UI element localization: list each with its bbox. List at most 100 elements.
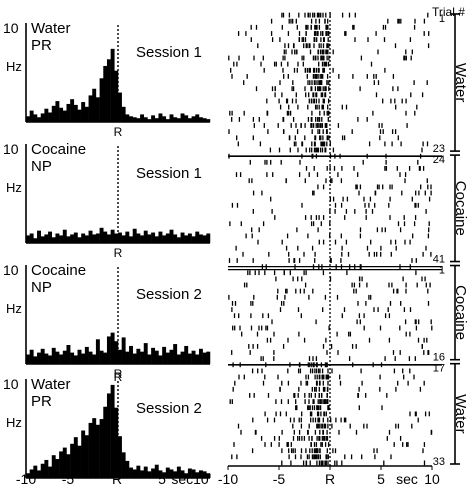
- psth-bar: [187, 233, 192, 243]
- psth-x-tick-label: sec10: [171, 471, 209, 487]
- psth-bar: [140, 470, 145, 478]
- psth-bar: [173, 117, 178, 122]
- psth-bar: [84, 435, 89, 478]
- psth-bar: [48, 355, 53, 364]
- psth-bar: [37, 470, 41, 478]
- psth-reference-label: R: [114, 125, 123, 139]
- psth-bar: [125, 114, 130, 122]
- psth-bar: [173, 471, 178, 478]
- psth-bar: [73, 104, 78, 122]
- psth-bar: [136, 233, 141, 243]
- trial-number-header: Trial #: [432, 5, 465, 19]
- psth-y-tick-label: 10: [3, 20, 19, 36]
- psth-condition-sublabel: NP: [31, 158, 52, 175]
- psth-bar: [180, 232, 185, 243]
- psth-bar: [51, 237, 56, 243]
- psth-bar: [118, 232, 122, 243]
- psth-bar: [129, 467, 133, 478]
- psth-bar: [88, 230, 93, 243]
- psth-bar: [88, 422, 93, 478]
- psth-bar: [66, 236, 71, 243]
- psth-bar: [66, 103, 71, 122]
- psth-bar: [106, 336, 111, 364]
- psth-bar: [118, 349, 122, 364]
- psth-bar: [136, 118, 141, 122]
- psth-bar: [151, 232, 156, 243]
- psth-bar: [169, 229, 174, 243]
- psth-bar: [62, 110, 67, 122]
- psth-bar: [88, 95, 93, 122]
- psth-bar: [29, 110, 34, 122]
- psth-bar: [136, 348, 141, 364]
- psth-bar: [99, 419, 104, 478]
- psth-bar: [48, 112, 53, 122]
- psth-bar: [55, 459, 60, 478]
- group-label: Cocaine: [452, 285, 469, 340]
- psth-bar: [184, 345, 189, 364]
- psth-bar: [151, 115, 156, 122]
- psth-bar: [81, 233, 86, 243]
- psth-bar: [206, 233, 211, 243]
- psth-bar: [165, 233, 170, 243]
- psth-bar: [191, 116, 196, 122]
- psth-bar: [129, 236, 133, 243]
- psth-bar: [92, 234, 97, 243]
- psth-bar: [162, 235, 167, 243]
- psth-bar: [176, 237, 181, 243]
- psth-bar: [29, 233, 34, 243]
- psth-bar: [44, 459, 49, 478]
- psth-bar: [202, 471, 207, 478]
- psth-condition-label: Cocaine: [31, 262, 86, 279]
- psth-bar: [202, 118, 207, 122]
- psth-bar: [140, 114, 145, 122]
- psth-reference-label: R: [114, 246, 123, 260]
- psth-bar: [73, 232, 78, 243]
- psth-bar: [106, 234, 111, 243]
- trial-number-label: 16: [433, 352, 445, 364]
- psth-bar: [143, 117, 148, 122]
- trial-number-label: 1: [439, 13, 445, 25]
- psth-y-axis-label: Hz: [6, 59, 22, 74]
- psth-bar: [114, 407, 119, 478]
- psth-bar: [37, 352, 41, 364]
- psth-bar: [191, 236, 196, 243]
- psth-bar: [103, 65, 108, 122]
- psth-bar: [129, 116, 133, 122]
- psth-bar: [103, 406, 108, 478]
- psth-session-title: Session 2: [136, 286, 202, 303]
- psth-condition-sublabel: NP: [31, 279, 52, 296]
- psth-bar: [26, 235, 30, 243]
- raster-x-tick-label: -5: [273, 471, 286, 487]
- psth-condition-sublabel: PR: [31, 393, 52, 410]
- psth-bar: [184, 115, 189, 122]
- trial-number-label: 1: [439, 265, 445, 277]
- psth-bar: [48, 466, 53, 478]
- psth-bar: [154, 350, 159, 364]
- psth-bar: [121, 106, 126, 122]
- psth-bar: [99, 227, 104, 243]
- psth-bar: [81, 430, 86, 478]
- psth-bar: [59, 235, 64, 243]
- psth-bar: [110, 229, 115, 243]
- psth-bar: [110, 332, 115, 364]
- psth-bar: [162, 346, 167, 364]
- psth-bar: [143, 343, 148, 364]
- psth-bar: [51, 455, 56, 478]
- psth-bar: [169, 114, 174, 122]
- psth-bar: [40, 236, 45, 243]
- psth-bar: [81, 353, 86, 364]
- psth-bar: [62, 350, 67, 364]
- psth-bar: [106, 393, 111, 478]
- psth-condition-label: Water: [31, 20, 70, 37]
- psth-bar: [151, 468, 156, 478]
- psth-bar: [176, 354, 181, 364]
- psth-condition-label: Water: [31, 376, 70, 393]
- psth-bar: [173, 344, 178, 364]
- psth-bar: [158, 470, 163, 478]
- psth-bar: [106, 59, 111, 122]
- psth-bar: [51, 347, 56, 364]
- psth-bar: [198, 234, 203, 243]
